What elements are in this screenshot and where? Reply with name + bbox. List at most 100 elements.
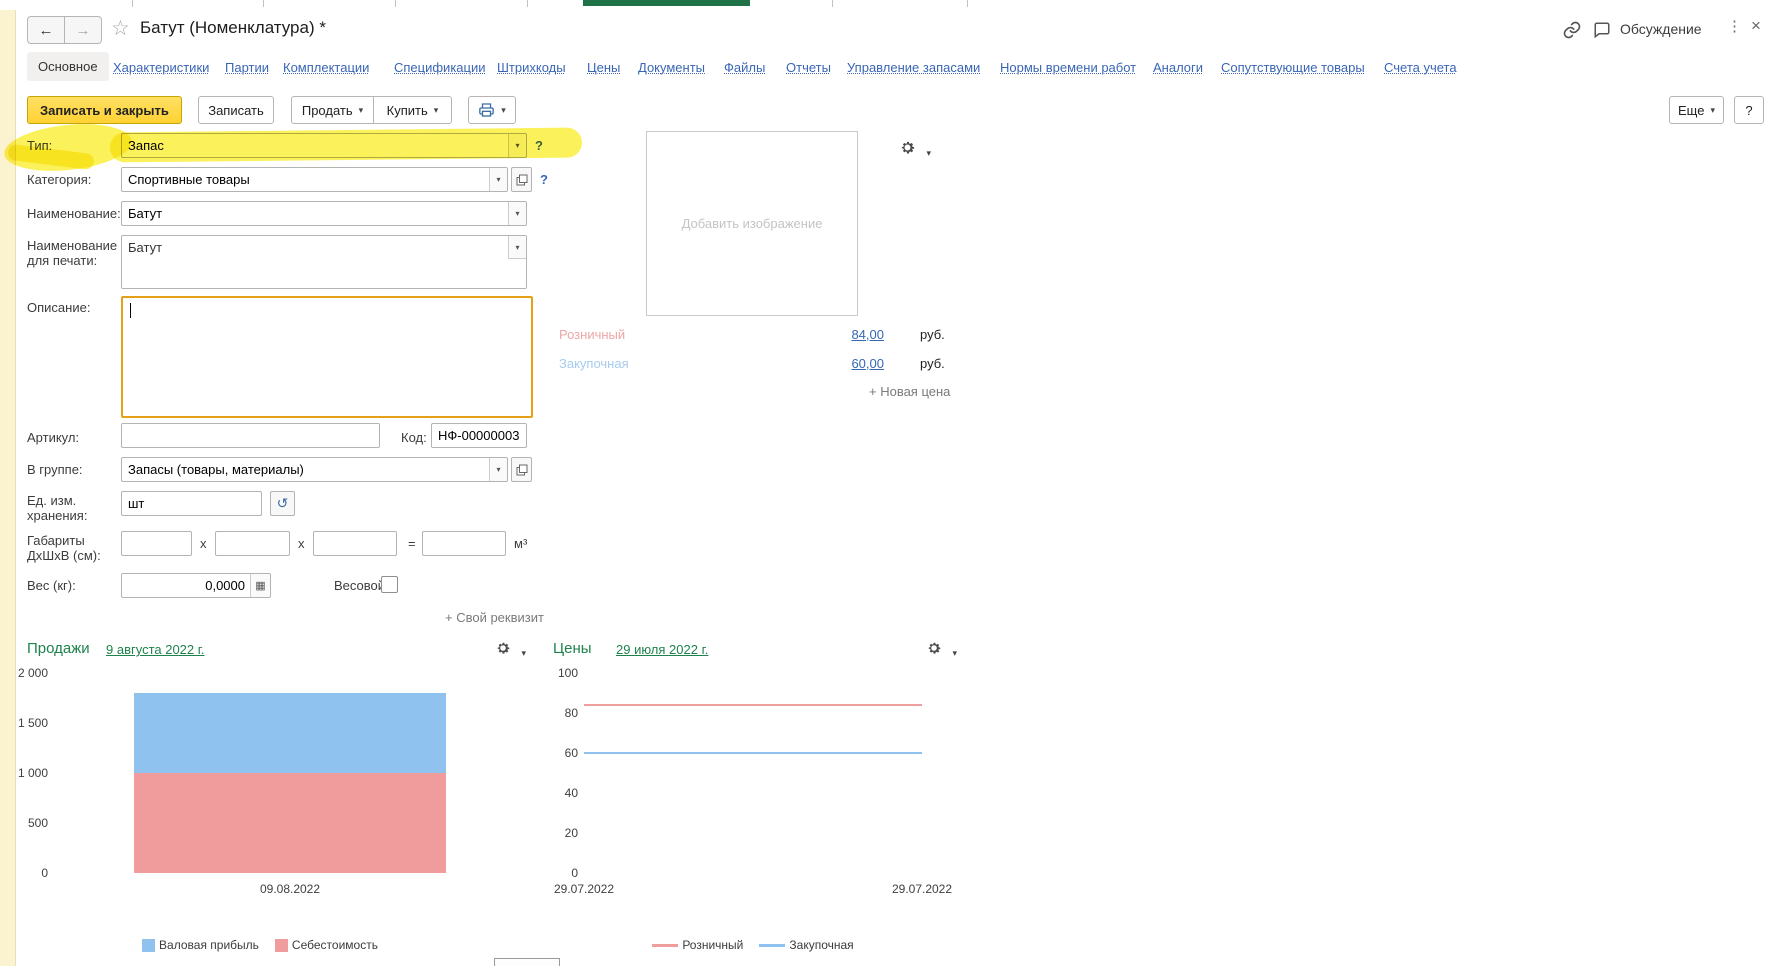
prices-chart-settings-button[interactable]: ▾ — [926, 640, 957, 661]
tab-harakteristiki[interactable]: Характеристики — [113, 60, 210, 75]
calculator-button[interactable]: ▦ — [250, 574, 270, 597]
unit-input[interactable]: шт — [121, 491, 262, 516]
purchase-price-label: Закупочная — [559, 356, 629, 371]
legend-swatch — [274, 938, 288, 952]
discussion-label[interactable]: Обсуждение — [1620, 21, 1702, 37]
x-axis-label: 09.08.2022 — [259, 882, 321, 896]
product-image-dropzone[interactable]: Добавить изображение — [646, 131, 858, 316]
type-help-link[interactable]: ? — [535, 138, 543, 153]
back-button[interactable]: ← — [27, 16, 65, 44]
sku-label: Артикул: — [27, 430, 80, 445]
buy-button[interactable]: Купить ▾ — [373, 96, 452, 124]
tab-normy-vremeni[interactable]: Нормы времени работ — [1000, 60, 1137, 75]
category-open-button[interactable] — [511, 167, 532, 192]
name-label: Наименование: — [27, 206, 121, 221]
chevron-down-icon[interactable]: ▾ — [508, 202, 526, 225]
sell-button[interactable]: Продать ▾ — [291, 96, 374, 124]
background-green-tab — [583, 0, 750, 6]
chevron-down-icon: ▾ — [358, 104, 364, 115]
gear-icon — [497, 642, 510, 654]
category-help-link[interactable]: ? — [540, 172, 548, 187]
tab-osnovnoe[interactable]: Основное — [27, 52, 109, 81]
sales-chart-legend: Валовая прибыль Себестоимость — [104, 938, 416, 952]
type-input[interactable]: Запас ▾ — [121, 133, 527, 158]
weight-input[interactable]: 0,0000 ▦ — [121, 573, 271, 598]
dimension-height-input[interactable] — [313, 531, 397, 556]
dimensions-x2: x — [298, 536, 305, 551]
tab-faily[interactable]: Файлы — [724, 60, 766, 75]
description-input[interactable] — [121, 296, 533, 418]
gear-icon — [901, 141, 915, 154]
back-arrow-icon: ← — [38, 21, 54, 39]
history-icon: ↺ — [276, 495, 289, 511]
sell-label: Продать — [301, 102, 353, 118]
legend-item: Себестоимость — [274, 938, 378, 952]
chevron-down-icon[interactable]: ▾ — [489, 168, 507, 191]
background-grid-line — [832, 0, 833, 7]
prices-chart-legend: Розничный Закупочная — [584, 938, 922, 952]
dimension-width-input[interactable] — [215, 531, 290, 556]
custom-attribute-link[interactable]: + Свой реквизит — [445, 610, 544, 625]
retail-price-currency: руб. — [920, 327, 945, 342]
purchase-price-value[interactable]: 60,00 — [851, 356, 884, 371]
weighted-checkbox[interactable] — [381, 576, 398, 593]
print-button[interactable]: ▾ — [468, 96, 516, 124]
name-input[interactable]: Батут ▾ — [121, 201, 527, 226]
buy-label: Купить — [386, 102, 428, 118]
prices-date-link[interactable]: 29 июля 2022 г. — [616, 642, 709, 657]
chevron-down-icon: ▾ — [1710, 104, 1715, 115]
category-input[interactable]: Спортивные товары ▾ — [121, 167, 508, 192]
category-label: Категория: — [27, 172, 92, 187]
save-close-button[interactable]: Записать и закрыть — [27, 96, 182, 124]
forward-arrow-icon: → — [75, 21, 91, 39]
chevron-down-icon: ▾ — [952, 648, 957, 658]
print-name-input[interactable]: Батут ▾ — [121, 235, 527, 289]
tab-komplektacii[interactable]: Комплектации — [283, 60, 370, 75]
tab-shtrihkody[interactable]: Штрихкоды — [497, 60, 566, 75]
y-tick-label: 500 — [27, 816, 48, 830]
copy-link-icon[interactable] — [1562, 20, 1582, 45]
group-input[interactable]: Запасы (товары, материалы) ▾ — [121, 457, 508, 482]
dimension-volume-input[interactable] — [422, 531, 506, 556]
discussion-icon[interactable] — [1593, 21, 1611, 44]
unit-history-button[interactable]: ↺ — [270, 491, 295, 516]
chevron-down-icon[interactable]: ▾ — [508, 236, 526, 259]
unit-label: Ед. изм. хранения: — [27, 493, 88, 523]
forward-button[interactable]: → — [65, 16, 102, 44]
image-settings-button[interactable]: ▾ — [899, 139, 931, 161]
tab-upravlenie-zapasami[interactable]: Управление запасами — [847, 60, 981, 75]
tab-scheta-ucheta[interactable]: Счета учета — [1384, 60, 1457, 75]
tab-dokumenty[interactable]: Документы — [638, 60, 706, 75]
sales-chart-settings-button[interactable]: ▾ — [495, 640, 526, 661]
chevron-down-icon[interactable]: ▾ — [489, 458, 507, 481]
tab-analogi[interactable]: Аналоги — [1153, 60, 1204, 75]
new-price-link[interactable]: + Новая цена — [869, 384, 951, 399]
type-value: Запас — [128, 138, 164, 153]
more-button[interactable]: Еще ▾ — [1669, 96, 1724, 124]
tab-partii[interactable]: Партии — [225, 60, 269, 75]
weight-value: 0,0000 — [205, 578, 245, 593]
dimension-length-input[interactable] — [121, 531, 192, 556]
print-name-label: Наименование для печати: — [27, 238, 118, 268]
retail-price-value[interactable]: 84,00 — [851, 327, 884, 342]
sales-date-link[interactable]: 9 августа 2022 г. — [106, 642, 205, 657]
tab-soputstvuyushchie[interactable]: Сопутствующие товары — [1221, 60, 1365, 75]
sku-input[interactable] — [121, 423, 380, 448]
tab-otchety[interactable]: Отчеты — [786, 60, 831, 75]
save-button[interactable]: Записать — [198, 96, 274, 124]
chevron-down-icon: ▾ — [926, 148, 931, 158]
y-tick-label: 20 — [564, 826, 578, 840]
help-button[interactable]: ? — [1734, 96, 1764, 124]
tab-ceny[interactable]: Цены — [587, 60, 621, 75]
more-menu-icon[interactable]: ⋮ — [1727, 18, 1742, 35]
tab-specifikacii[interactable]: Спецификации — [394, 60, 486, 75]
close-icon[interactable]: × — [1751, 16, 1761, 35]
favorite-star-icon[interactable]: ☆ — [111, 17, 130, 40]
legend-item: Закупочная — [759, 938, 854, 952]
dimensions-eq: = — [408, 536, 416, 551]
group-open-button[interactable] — [511, 457, 532, 482]
purchase-price-currency: руб. — [920, 356, 945, 371]
chevron-down-icon[interactable]: ▾ — [508, 134, 526, 157]
open-icon — [516, 174, 527, 185]
